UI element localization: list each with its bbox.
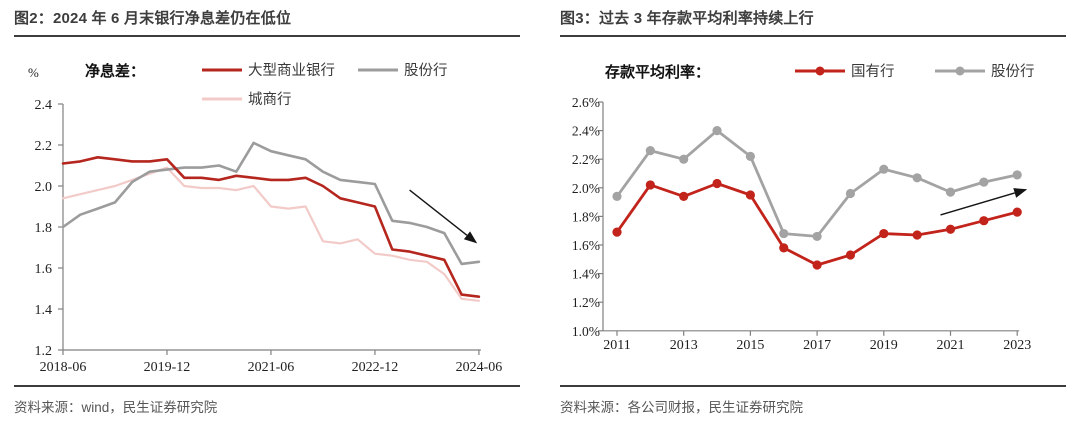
data-point-marker xyxy=(1012,207,1022,217)
data-point-marker xyxy=(812,260,822,270)
y-tick-label: 2.4 xyxy=(35,98,53,113)
x-tick-label: 2021-06 xyxy=(248,360,295,375)
series-line-0 xyxy=(612,178,1022,270)
x-axis: 2011 2013 2015 2017 2019 2021 2023 xyxy=(603,330,1031,353)
data-point-marker xyxy=(912,230,922,240)
y-tick-label: 1.0% xyxy=(572,324,600,339)
figure-3-source: 资料来源：各公司财报，民生证券研究院 xyxy=(560,385,1066,416)
chart-legend: 存款平均利率： 国有行 股份行 xyxy=(605,63,1035,81)
trend-arrow-icon xyxy=(409,189,478,244)
legend-item-label: 股份行 xyxy=(991,63,1035,80)
figure-3-title: 图3：过去 3 年存款平均利率持续上行 xyxy=(560,8,1066,37)
y-tick-label: 1.2 xyxy=(35,344,53,359)
x-tick-label: 2021 xyxy=(937,338,965,353)
deposit-rate-line-chart: 2.6% 2.4% 2.2% 2.0% 1.8% 1.6% 1.4% 1.2% 1.0%2011… xyxy=(572,63,1035,353)
y-axis: 2.6% 2.4% 2.2% 2.0% 1.8% 1.6% 1.4% 1.2% 1.0% xyxy=(572,95,604,339)
figure-2-title: 图2：2024 年 6 月末银行净息差仍在低位 xyxy=(14,8,520,37)
data-point-marker xyxy=(712,126,722,136)
data-point-marker xyxy=(612,227,622,237)
y-tick-label: 1.8 xyxy=(35,221,53,236)
data-point-marker xyxy=(879,228,889,239)
data-point-marker xyxy=(945,224,956,234)
x-tick-label: 2022-12 xyxy=(352,360,399,375)
legend-title: 净息差： xyxy=(85,62,145,80)
series-line-0 xyxy=(61,156,481,299)
legend-swatch-marker xyxy=(815,66,825,76)
series-line-1 xyxy=(612,126,1022,242)
data-point-marker xyxy=(945,187,956,197)
y-tick-label: 2.4% xyxy=(572,124,600,139)
y-axis: 2.4 2.2 2.0 1.8 1.6 1.4 1.2% xyxy=(28,65,64,359)
data-point-marker xyxy=(979,177,989,187)
figure-2-source: 资料来源：wind，民生证券研究院 xyxy=(14,385,520,416)
y-axis-unit-label: % xyxy=(28,65,39,80)
y-tick-label: 1.4% xyxy=(572,267,600,282)
legend-title: 存款平均利率： xyxy=(605,63,710,81)
net-interest-margin-line-chart: 2.4 2.2 2.0 1.8 1.6 1.4 1.2% 2018-06 2019-12 2021… xyxy=(28,62,503,375)
data-point-marker xyxy=(879,164,889,174)
x-axis: 2018-06 2019-12 2021-06 2022-12 2024-06 xyxy=(40,349,503,375)
data-point-marker xyxy=(745,151,755,161)
y-tick-label: 2.6% xyxy=(572,95,600,110)
data-point-marker xyxy=(845,250,856,260)
data-point-marker xyxy=(612,191,622,201)
data-point-marker xyxy=(979,216,989,226)
data-point-marker xyxy=(679,191,689,201)
x-tick-label: 2018-06 xyxy=(40,360,87,375)
data-point-marker xyxy=(712,178,722,189)
series-line-1 xyxy=(61,141,481,266)
x-tick-label: 2024-06 xyxy=(456,360,503,375)
data-point-marker xyxy=(1012,170,1022,180)
data-point-marker xyxy=(912,173,922,183)
x-tick-label: 2019 xyxy=(870,338,898,353)
figure-2-block: 图2：2024 年 6 月末银行净息差仍在低位 2.4 2.2 2.0 1.8 1.6 1… xyxy=(14,8,520,416)
x-tick-label: 2023 xyxy=(1003,338,1031,353)
data-point-marker xyxy=(812,231,822,242)
legend-item-label: 国有行 xyxy=(851,63,895,80)
data-point-marker xyxy=(845,188,856,199)
y-tick-label: 1.6 xyxy=(35,262,53,277)
series-line-2 xyxy=(61,166,480,302)
data-point-marker xyxy=(779,243,789,253)
y-tick-label: 2.2% xyxy=(572,152,600,167)
x-tick-label: 2017 xyxy=(803,338,831,353)
y-tick-label: 2.0% xyxy=(572,181,600,196)
data-point-marker xyxy=(745,190,755,200)
x-tick-label: 2015 xyxy=(736,338,764,353)
y-tick-label: 1.6% xyxy=(572,238,600,253)
y-tick-label: 1.2% xyxy=(572,295,600,310)
legend-item-label: 城商行 xyxy=(248,91,292,108)
x-tick-label: 2011 xyxy=(603,338,630,353)
x-tick-label: 2013 xyxy=(670,338,698,353)
data-point-marker xyxy=(645,180,655,190)
y-tick-label: 1.4 xyxy=(35,303,53,318)
y-tick-label: 1.8% xyxy=(572,209,600,224)
y-tick-label: 2.2 xyxy=(35,139,53,154)
legend-item-label: 大型商业银行 xyxy=(248,62,335,79)
legend-item-label: 股份行 xyxy=(404,62,448,79)
legend-swatch-marker xyxy=(955,66,965,76)
data-point-marker xyxy=(645,146,655,156)
x-tick-label: 2019-12 xyxy=(144,360,191,375)
y-tick-label: 2.0 xyxy=(35,180,53,195)
figure-3-block: 图3：过去 3 年存款平均利率持续上行 2.6% 2.4% 2.2% 2.0% 1.8%… xyxy=(560,8,1066,416)
data-point-marker xyxy=(679,154,689,164)
trend-arrow-icon xyxy=(940,188,1028,216)
data-point-marker xyxy=(779,228,789,239)
